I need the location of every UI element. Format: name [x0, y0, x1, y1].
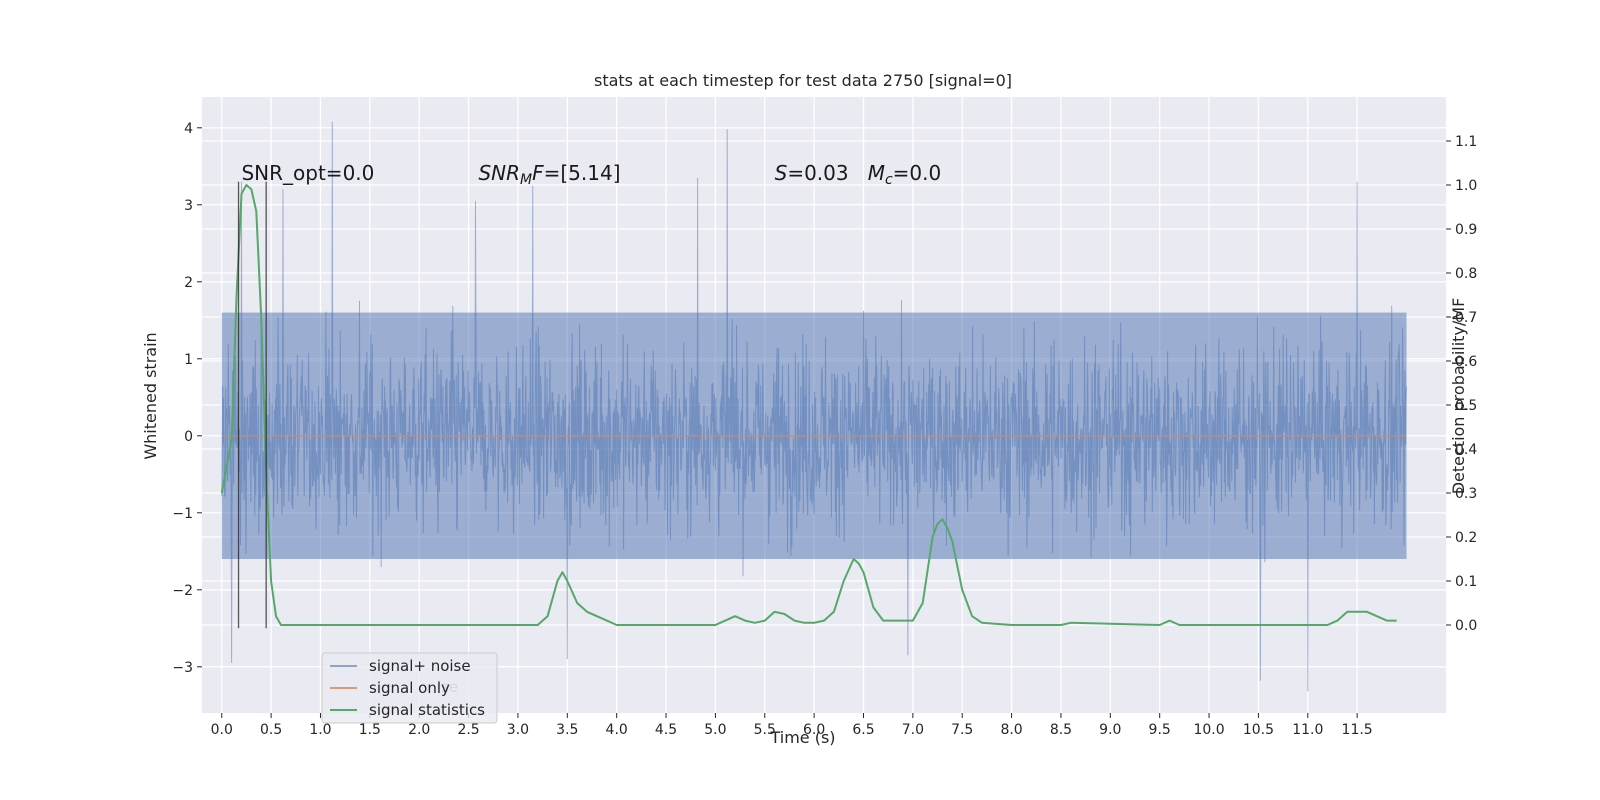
- x-tick-label: 11.0: [1292, 722, 1323, 738]
- legend-entry: signal statistics: [369, 701, 485, 719]
- y-tick-label: 0: [184, 429, 193, 445]
- y2-tick-label: 0.4: [1455, 442, 1477, 458]
- y-tick-label: −2: [172, 583, 193, 599]
- x-tick-label: 7.0: [902, 722, 924, 738]
- x-tick-label: 1.5: [359, 722, 381, 738]
- y2-tick-label: 0.2: [1455, 530, 1477, 546]
- marker-lines: [237, 181, 267, 629]
- y-tick-label: 3: [184, 198, 193, 214]
- x-axis-label: Time (s): [769, 728, 835, 747]
- x-tick-label: 9.5: [1149, 722, 1171, 738]
- x-tick-label: 3.5: [556, 722, 578, 738]
- y-tick-label: −1: [172, 506, 193, 522]
- annotation-snr-mf: SNRMF=[5.14]: [478, 161, 620, 188]
- x-tick-label: 5.5: [754, 722, 776, 738]
- series-signal-statistics: [220, 184, 1397, 626]
- annotations: SNR_opt=0.0 SNRMF=[5.14] S=0.03 Mc=0.0: [241, 161, 941, 188]
- y2-tick-label: 1.0: [1455, 178, 1477, 194]
- y2-tick-label: 0.0: [1455, 618, 1477, 634]
- legend-entry: signal+ noise: [369, 657, 471, 675]
- y2-tick-label: 0.9: [1455, 222, 1477, 238]
- series-signal-noise: [221, 121, 1407, 692]
- y-tick-label: −3: [172, 660, 193, 676]
- x-tick-label: 0.5: [260, 722, 282, 738]
- x-tick-label: 7.5: [951, 722, 973, 738]
- series-lines: [220, 184, 1407, 626]
- y2-tick-label: 0.1: [1455, 574, 1477, 590]
- annotation-s-mc: S=0.03 Mc=0.0: [775, 161, 942, 188]
- y2-tick-label: 0.7: [1455, 310, 1477, 326]
- y2-tick-label: 0.5: [1455, 398, 1477, 414]
- x-tick-label: 8.5: [1050, 722, 1072, 738]
- x-tick-label: 9.0: [1099, 722, 1121, 738]
- x-tick-label: 8.0: [1000, 722, 1022, 738]
- x-tick-label: 2.5: [457, 722, 479, 738]
- legend-box: [321, 652, 498, 724]
- annotation-snr-opt: SNR_opt=0.0: [241, 161, 374, 185]
- x-tick-label: 3.0: [507, 722, 529, 738]
- y-axis-label: Whitened strain: [141, 332, 160, 459]
- x-tick-label: 6.0: [803, 722, 825, 738]
- y-axis-ticks: 4 3 2 1 0 −1 −2 −3: [172, 121, 202, 676]
- y2-tick-label: 0.6: [1455, 354, 1477, 370]
- y-tick-label: 4: [184, 121, 193, 137]
- x-axis-ticks: 0.0 0.5 1.0 1.5 2.0 2.5 3.0 3.5 4.0 4.5 5.0 5.5 6.0 6…: [211, 713, 1373, 738]
- x-tick-label: 10.0: [1193, 722, 1224, 738]
- y-tick-label: 2: [184, 275, 193, 291]
- x-tick-label: 6.5: [852, 722, 874, 738]
- x-tick-label: 4.0: [606, 722, 628, 738]
- y2-tick-label: 0.8: [1455, 266, 1477, 282]
- y2-axis-ticks: 1.1 1.0 0.9 0.8 0.7 0.6 0.5 0.4 0.3 0.2 0.1 0.0: [1446, 134, 1477, 634]
- x-tick-label: 11.5: [1342, 722, 1373, 738]
- x-tick-label: 10.5: [1243, 722, 1274, 738]
- x-tick-label: 0.0: [211, 722, 233, 738]
- y2-tick-label: 1.1: [1455, 134, 1477, 150]
- y2-axis-label: Detection probability/MF: [1449, 298, 1468, 495]
- x-tick-label: 5.0: [704, 722, 726, 738]
- legend-entry: signal only: [369, 679, 450, 697]
- chart-title: stats at each timestep for test data 275…: [594, 71, 1012, 90]
- x-tick-label: 2.0: [408, 722, 430, 738]
- x-tick-label: 4.5: [655, 722, 677, 738]
- y2-tick-label: 0.3: [1455, 486, 1477, 502]
- y-tick-label: 1: [184, 352, 193, 368]
- x-tick-label: 1.0: [309, 722, 331, 738]
